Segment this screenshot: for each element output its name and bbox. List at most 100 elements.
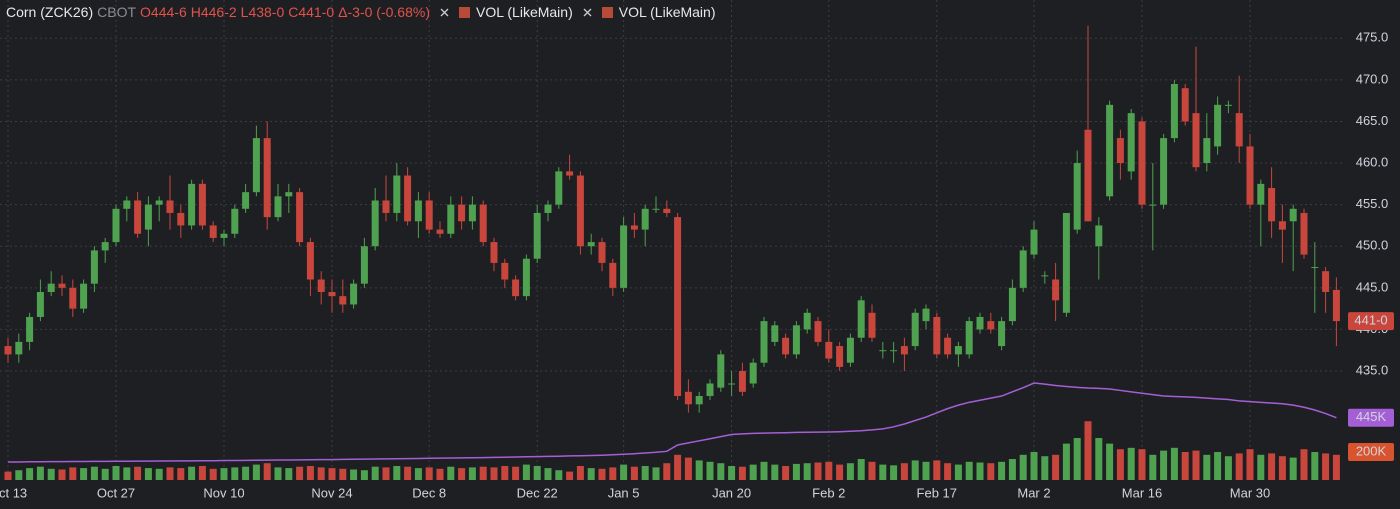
volume-bar [58, 469, 66, 480]
candle-body [1257, 183, 1265, 205]
candle-body [58, 283, 66, 288]
volume-bar [1170, 447, 1178, 480]
last-price-label: 441-0 [1354, 313, 1387, 328]
candle-body [26, 316, 34, 342]
volume-bar [1214, 452, 1222, 480]
volume-bar [576, 466, 584, 480]
volume-bar [1138, 449, 1146, 480]
candle-body [684, 391, 692, 405]
candle-body [1300, 212, 1308, 255]
legend-swatch [459, 6, 470, 18]
volume-bar [4, 471, 12, 480]
candle-body [1127, 113, 1135, 172]
x-tick-label: Dec 22 [517, 485, 558, 500]
candle-body [620, 225, 628, 288]
candle-body [458, 204, 466, 222]
volume-bar [566, 471, 574, 480]
candle-body [555, 171, 563, 205]
volume-bar [1181, 452, 1189, 480]
volume-bar [641, 466, 649, 480]
candle-body [1170, 84, 1178, 139]
volume-bar [738, 466, 746, 480]
candle-body [630, 225, 638, 230]
volume-bar [220, 468, 228, 480]
candle-body [209, 225, 217, 238]
volume-bar [782, 466, 790, 480]
volume-bar [944, 463, 952, 480]
volume-bar [1019, 454, 1027, 480]
y-tick-label: 445.0 [1356, 279, 1389, 294]
x-tick-label: Jan 20 [712, 485, 751, 500]
candle-body [1095, 225, 1103, 247]
y-tick-label: 460.0 [1356, 154, 1389, 169]
candle-body [1084, 129, 1092, 222]
candle-body [231, 208, 239, 234]
candle-body [1041, 275, 1049, 277]
candle-body [177, 212, 185, 226]
candle-body [598, 242, 606, 263]
volume-bar [188, 466, 196, 480]
candle-body [414, 200, 422, 222]
close-icon[interactable] [583, 8, 592, 17]
candle-body [4, 346, 12, 355]
symbol-title: Corn (ZCK26) [6, 4, 94, 20]
candle-body [512, 279, 520, 297]
volume-bar [998, 461, 1006, 480]
legend-entry[interactable]: VOL (LikeMain) [476, 4, 573, 20]
candle-body [490, 242, 498, 263]
volume-bar [69, 467, 77, 480]
header-change: Δ-3-0 (-0.68%) [338, 4, 430, 20]
candle-body [404, 175, 412, 222]
volume-bar [177, 468, 185, 480]
candle-body [1289, 208, 1297, 222]
candle-body [447, 204, 455, 234]
volume-bar [425, 467, 433, 480]
candle-body [436, 229, 444, 234]
candle-body [1008, 287, 1016, 322]
volume-bar [620, 464, 628, 480]
candle-body [1235, 113, 1243, 147]
volume-bar [1203, 454, 1211, 480]
candle-body [285, 192, 293, 197]
y2-tick-label: 200K [1356, 443, 1387, 458]
volume-bar [965, 461, 973, 480]
candle-body [663, 208, 671, 213]
candle-body [1203, 138, 1211, 164]
candle-body [900, 346, 908, 355]
header-open: O444-6 [140, 4, 187, 20]
volume-bar [1062, 443, 1070, 480]
volume-bar [274, 467, 282, 480]
volume-bar [544, 468, 552, 480]
candle-body [80, 283, 88, 309]
candle-body [317, 279, 325, 292]
volume-bar [1041, 456, 1049, 480]
x-tick-label: Nov 24 [311, 485, 352, 500]
volume-bar [404, 466, 412, 480]
volume-bar [555, 470, 563, 480]
last-average-label: 445K [1356, 409, 1387, 424]
volume-bar [717, 463, 725, 480]
volume-bar [501, 466, 509, 480]
volume-bar [209, 468, 217, 480]
volume-bar [652, 467, 660, 480]
candle-body [382, 200, 390, 213]
candle-body [728, 383, 736, 385]
candle-body [425, 200, 433, 230]
volume-bar [393, 466, 401, 480]
volume-bar [609, 467, 617, 480]
close-icon[interactable] [440, 8, 449, 17]
legend-entry[interactable]: VOL (LikeMain) [618, 4, 716, 20]
candle-body [544, 204, 552, 213]
candle-body [879, 350, 887, 352]
x-tick-label: Mar 2 [1017, 485, 1050, 500]
volume-bar [414, 468, 422, 480]
candle-body [533, 212, 541, 259]
candle-body [976, 316, 984, 330]
x-tick-label: Mar 16 [1122, 485, 1162, 500]
volume-bar [155, 468, 163, 480]
volume-bar [90, 466, 98, 480]
volume-bar [371, 466, 379, 480]
volume-bar [954, 464, 962, 480]
volume-bar [1235, 453, 1243, 480]
volume-bar [15, 470, 23, 480]
